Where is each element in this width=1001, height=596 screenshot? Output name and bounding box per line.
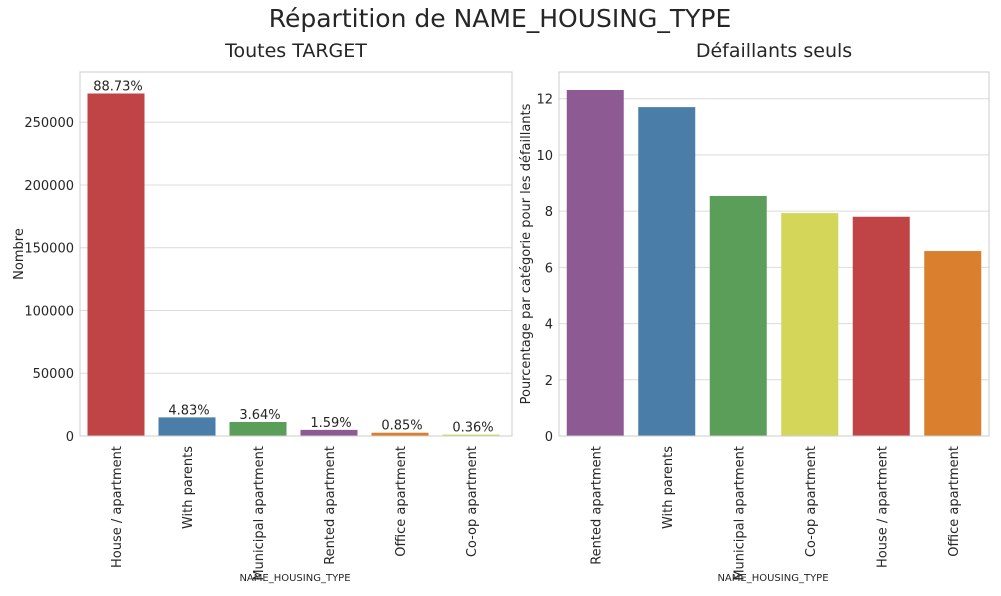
left-y-tick-label: 100000 [24,304,74,319]
left-x-tick-label: House / apartment [110,446,125,568]
right-bar [924,251,982,436]
right-chart: Défaillants seuls 0 2 4 6 8 10 12 Rented apart… [519,40,990,584]
left-chart: Toutes TARGET 88.73% 4.83% 3.64% 1.59% 0.85%… [12,40,513,584]
right-y-tick-label: 6 [545,261,553,276]
left-bar-data-label: 0.85% [381,419,422,434]
right-bar [852,216,910,436]
right-bar [638,107,696,436]
left-y-tick-label: 250000 [24,116,74,131]
right-bar [709,195,767,436]
left-plot-frame [79,71,513,437]
right-x-tick-label: Co-op apartment [804,446,819,557]
left-bar-data-label: 4.83% [168,403,209,418]
left-y-tick-label: 50000 [33,367,74,382]
left-bar-data-label: 1.59% [310,416,351,431]
left-chart-title: Toutes TARGET [224,40,367,62]
right-x-tick-label: Office apartment [947,446,962,557]
right-y-tick-label: 4 [545,318,553,333]
right-x-tick-label: Rented apartment [589,446,604,565]
left-x-tick-label: Co-op apartment [465,446,480,557]
right-plot-frame [558,71,990,437]
left-x-tick-label: Municipal apartment [252,446,267,581]
left-bar [300,429,358,436]
right-y-tick-label: 12 [536,93,553,108]
left-bar [229,421,287,436]
left-bar [442,434,500,436]
left-x-tick-label: Office apartment [394,446,409,557]
right-y-tick-label: 8 [545,205,553,220]
right-bar [566,89,624,436]
right-bar [781,213,839,436]
left-x-axis-label: NAME_HOUSING_TYPE [239,573,350,584]
left-x-tick-label: Rented apartment [323,446,338,565]
right-y-tick-label: 10 [536,149,553,164]
figure-title: Répartition de NAME_HOUSING_TYPE [269,4,732,33]
left-bar-data-label: 0.36% [452,421,493,436]
left-y-axis-label: Nombre [12,228,27,280]
right-y-axis-label: Pourcentage par catégorie pour les défai… [519,103,534,404]
right-y-tick-label: 2 [545,374,553,389]
right-x-tick-label: Municipal apartment [732,446,747,581]
left-y-tick-label: 0 [66,430,74,445]
right-chart-title: Défaillants seuls [696,40,852,62]
left-bar-data-label: 3.64% [239,408,280,423]
right-x-tick-label: With parents [661,446,676,529]
left-bar [158,417,216,436]
right-y-tick-label: 0 [545,430,553,445]
left-bar [371,432,429,436]
right-x-axis-label: NAME_HOUSING_TYPE [717,573,828,584]
left-x-tick-label: With parents [181,446,196,529]
left-bar [87,93,145,437]
right-x-tick-label: House / apartment [875,446,890,568]
left-bar-data-label: 88.73% [93,80,143,95]
left-y-tick-label: 150000 [24,242,74,257]
left-y-tick-label: 200000 [24,179,74,194]
